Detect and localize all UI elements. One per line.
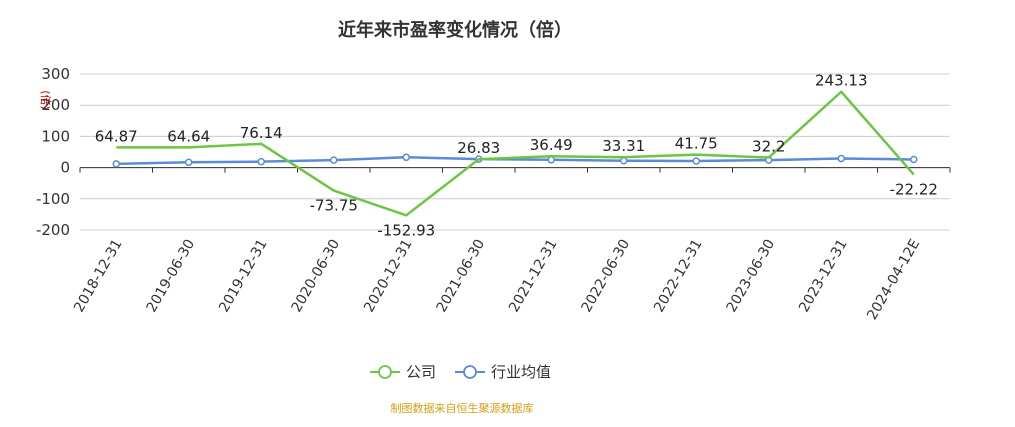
legend-item-company[interactable]: 公司 — [370, 363, 436, 381]
data-point-industry-average — [402, 153, 410, 162]
x-tick-label: 2022-06-30 — [579, 237, 634, 315]
x-tick-label: 2020-12-31 — [361, 237, 416, 315]
grid-lines — [80, 73, 950, 231]
x-tick-label: 2019-12-31 — [216, 237, 271, 315]
y-tick-label: 200 — [41, 96, 70, 114]
data-point-industry-average — [257, 157, 265, 166]
legend[interactable]: 公司 行业均值 — [370, 363, 551, 381]
data-point-industry-average — [330, 156, 338, 164]
x-tick-label: 2020-06-30 — [289, 237, 344, 315]
y-axis-ticks: 300 200 100 0 -100 -200 — [36, 65, 70, 239]
x-tick-label: 2018-12-31 — [71, 237, 126, 315]
legend-item-industry-average[interactable]: 行业均值 — [455, 363, 551, 381]
data-point-industry-average — [185, 158, 193, 167]
y-tick-label: -200 — [36, 221, 70, 239]
chart-title: 近年来市盈率变化情况（倍） — [338, 19, 572, 41]
data-point-industry-average — [692, 157, 700, 165]
data-label-company: 64.64 — [167, 127, 210, 145]
data-point-industry-average — [112, 160, 120, 168]
data-label-company: 33.31 — [602, 137, 645, 155]
data-label-company: 76.14 — [240, 124, 283, 142]
x-tick-label: 2023-12-31 — [796, 237, 851, 315]
x-tick-label: 2021-12-31 — [506, 237, 561, 315]
series-line-industry-average — [116, 156, 914, 166]
legend-label: 公司 — [406, 363, 436, 381]
data-label-company: 64.87 — [95, 127, 138, 145]
x-tick-label: 2024-04-12E — [864, 237, 923, 323]
source-note: 制图数据来自恒生聚源数据库 — [391, 401, 534, 415]
x-tick-label: 2019-06-30 — [144, 237, 199, 315]
y-tick-label: 100 — [41, 127, 70, 145]
y-tick-label: 300 — [41, 65, 70, 83]
x-tick-label: 2021-06-30 — [434, 237, 489, 315]
series-lines — [112, 90, 918, 217]
y-tick-label: 0 — [60, 159, 70, 177]
x-axis: 2018-12-31 2019-06-30 2019-12-31 2020-06-30… — [71, 167, 951, 323]
data-label-company: 41.75 — [675, 135, 718, 153]
data-point-industry-average — [837, 154, 845, 163]
data-label-company: -73.75 — [310, 197, 358, 215]
x-tick-label: 2023-06-30 — [724, 237, 779, 315]
data-point-industry-average — [547, 156, 555, 164]
data-label-company: -152.93 — [377, 221, 435, 239]
data-point-industry-average — [620, 156, 628, 165]
legend-label: 行业均值 — [491, 363, 551, 381]
legend-marker-icon — [463, 365, 477, 379]
data-label-company: 243.13 — [815, 72, 868, 90]
data-point-industry-average — [910, 155, 918, 164]
data-label-company: -22.22 — [890, 181, 938, 199]
series-line-company — [116, 90, 915, 217]
data-label-company: 36.49 — [530, 136, 573, 154]
x-tick-label: 2022-12-31 — [651, 237, 706, 315]
data-labels: 64.87 64.64 76.14 -73.75 -152.93 26.83 36.49 33… — [95, 72, 938, 240]
data-label-company: 32.2 — [752, 138, 785, 156]
y-axis-unit: (倍) — [39, 90, 53, 110]
data-label-company: 26.83 — [457, 139, 500, 157]
legend-marker-icon — [378, 365, 392, 379]
y-tick-label: -100 — [36, 190, 70, 208]
